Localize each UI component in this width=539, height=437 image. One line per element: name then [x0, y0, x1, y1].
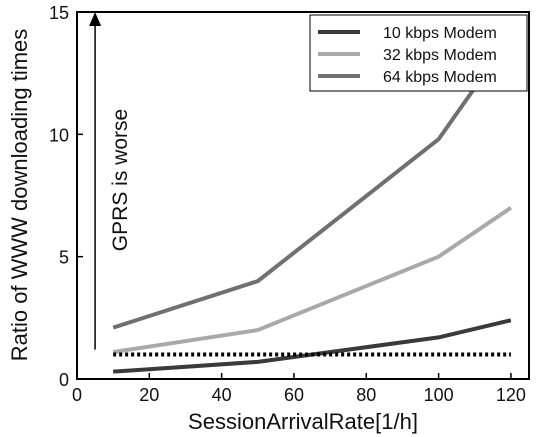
annotation-layer: GPRS is worse: [89, 12, 132, 350]
y-axis-ticks: 0 5 10 15: [49, 3, 83, 390]
legend: 10 kbps Modem 32 kbps Modem 64 kbps Modem: [309, 14, 528, 92]
series-line: [112, 206, 513, 355]
y-tick-label: 0: [59, 370, 69, 390]
legend-label: 10 kbps Modem: [383, 25, 497, 42]
x-axis-label: SessionArrivalRate[1/h]: [188, 409, 418, 434]
x-tick-label: 60: [284, 385, 304, 405]
x-tick-label: 120: [496, 385, 526, 405]
x-tick-label: 100: [424, 385, 454, 405]
y-axis-label: Ratio of WWW downloading times: [7, 29, 32, 362]
legend-label: 64 kbps Modem: [383, 69, 497, 86]
y-tick-label: 5: [59, 248, 69, 268]
x-tick-label: 80: [356, 385, 376, 405]
x-tick-label: 20: [139, 385, 159, 405]
annotation-text: GPRS is worse: [109, 109, 132, 251]
legend-label: 32 kbps Modem: [383, 47, 497, 64]
x-tick-label: 0: [72, 385, 82, 405]
y-tick-label: 15: [49, 3, 69, 23]
x-axis-ticks: 0 20 40 60 80 100 120: [72, 373, 526, 405]
x-tick-label: 40: [212, 385, 232, 405]
series-line: [113, 318, 512, 374]
annotation-arrow-head: [89, 12, 102, 26]
y-tick-label: 10: [49, 125, 69, 145]
plot-frame: [76, 11, 530, 380]
